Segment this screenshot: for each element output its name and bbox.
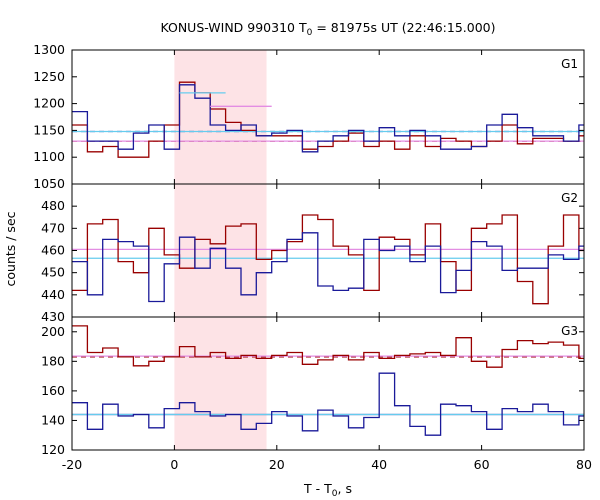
highlight-layer [174,50,267,450]
highlight-band-2 [174,184,267,317]
panel-label-g3: G3 [561,324,578,338]
x-axis-label: T - T0, s [303,481,352,499]
x-tick-label-5: 80 [576,457,592,472]
series-3-dark_blue-1 [72,372,584,436]
y-axis-label: counts / sec [3,211,18,286]
y-tick-label-1-0: 1050 [33,176,65,191]
x-tick-label-0: -20 [62,457,82,472]
y-tick-label-1-3: 1200 [33,96,65,111]
y-tick-label-1-1: 1100 [33,149,65,164]
y-tick-label-2-1: 440 [41,287,65,302]
y-tick-label-2-3: 460 [41,243,65,258]
chart-title: KONUS-WIND 990310 T0 = 81975s UT (22:46:… [160,20,495,38]
panel-label-g2: G2 [561,191,578,205]
x-tick-label-1: 0 [170,457,178,472]
y-tick-label-3-4: 200 [41,324,65,339]
x-tick-label-4: 60 [474,457,490,472]
panel-label-g1: G1 [561,57,578,71]
y-tick-label-2-0: 430 [41,309,65,324]
y-tick-label-3-1: 140 [41,412,65,427]
series-3-dark_red-1 [72,325,584,368]
panel-frame-3 [71,316,585,451]
highlight-band-1 [174,50,267,184]
y-tick-label-2-5: 480 [41,198,65,213]
panel-frame-1 [71,49,585,185]
y-tick-label-3-3: 180 [41,353,65,368]
x-tick-label-3: 40 [371,457,387,472]
y-tick-label-3-0: 120 [41,442,65,457]
series-1-dark_blue-1 [72,84,584,153]
x-tick-label-2: 20 [269,457,285,472]
highlight-band-3 [174,317,267,450]
series-2-dark_red-1 [72,214,584,305]
panel-data-2 [72,214,584,305]
y-tick-label-2-4: 470 [41,220,65,235]
series-2-dark_blue-1 [72,232,584,303]
y-tick-label-3-2: 160 [41,383,65,398]
frame-layer [71,49,585,451]
panel-data-3 [72,325,584,436]
y-tick-label-1-5: 1300 [33,42,65,57]
text-layer: KONUS-WIND 990310 T0 = 81975s UT (22:46:… [3,20,592,499]
series-1-dark_red-1 [72,81,584,158]
y-tick-label-2-2: 450 [41,265,65,280]
data-layer [72,81,584,436]
y-tick-label-1-4: 1250 [33,69,65,84]
panel-data-1 [72,81,584,158]
y-tick-label-1-2: 1150 [33,122,65,137]
